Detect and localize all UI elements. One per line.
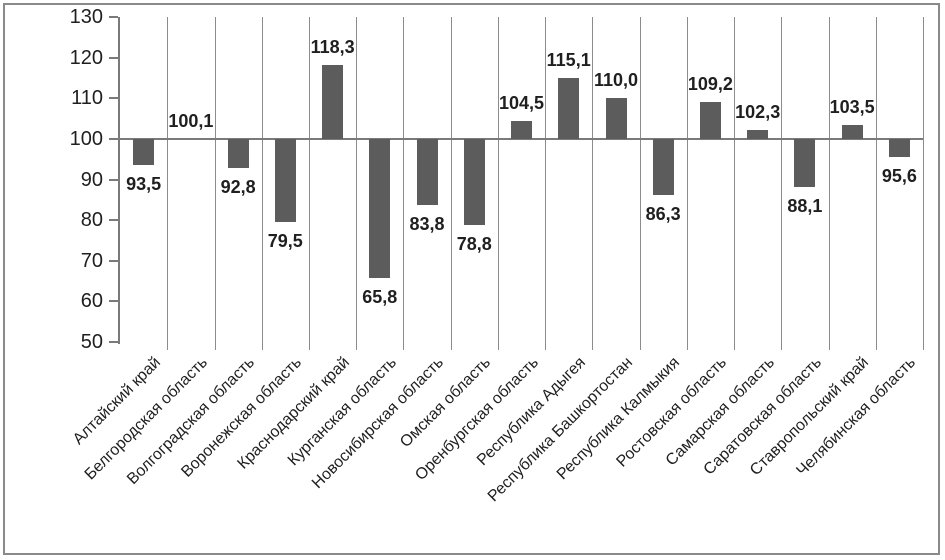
y-tick xyxy=(109,56,118,59)
gridline xyxy=(639,17,641,350)
value-label: 102,3 xyxy=(735,101,781,122)
y-tick-label: 100 xyxy=(69,127,103,150)
value-label: 83,8 xyxy=(409,213,445,234)
bar xyxy=(274,138,296,223)
value-label: 88,1 xyxy=(787,196,823,217)
value-label: 93,5 xyxy=(126,174,162,195)
value-label: 118,3 xyxy=(310,36,355,57)
value-label: 104,5 xyxy=(498,92,545,113)
value-label: 110,0 xyxy=(593,70,639,91)
value-label: 100,1 xyxy=(168,110,214,131)
bar xyxy=(369,138,391,278)
bar xyxy=(416,138,438,205)
gridline xyxy=(261,17,263,350)
y-tick xyxy=(109,178,118,181)
gridline xyxy=(781,17,783,350)
gridline xyxy=(923,17,924,350)
y-tick-label: 130 xyxy=(69,6,103,28)
bar xyxy=(888,138,910,157)
y-tick xyxy=(109,341,118,343)
gridline xyxy=(686,17,688,350)
bar xyxy=(558,77,580,139)
gridline xyxy=(356,17,358,350)
gridline xyxy=(308,17,310,350)
bar xyxy=(652,138,674,195)
baseline-100 xyxy=(120,137,923,140)
bar xyxy=(133,138,155,166)
value-label: 79,5 xyxy=(267,231,303,252)
y-tick-label: 60 xyxy=(80,290,103,313)
y-tick xyxy=(109,137,118,140)
value-label: 95,6 xyxy=(881,165,917,186)
y-tick-label: 50 xyxy=(80,331,103,353)
y-tick-label: 70 xyxy=(80,249,103,272)
bar xyxy=(699,101,721,139)
value-label: 65,8 xyxy=(362,286,398,307)
gridline xyxy=(592,17,594,350)
gridline xyxy=(875,17,877,350)
chart-frame: 130 120 110 100 90 80 70 60 50 93,5 100,1 92,8 79,5… xyxy=(3,3,940,555)
y-tick xyxy=(109,259,118,262)
y-tick xyxy=(109,16,118,18)
gridline xyxy=(450,17,452,350)
gridline xyxy=(214,17,216,350)
value-label: 86,3 xyxy=(645,203,681,224)
y-tick xyxy=(109,97,118,100)
value-label: 92,8 xyxy=(220,177,256,198)
value-label: 115,1 xyxy=(546,49,591,70)
value-label: 103,5 xyxy=(829,96,875,117)
y-tick-label: 80 xyxy=(80,209,103,232)
bar xyxy=(322,64,344,139)
gridline xyxy=(403,17,405,350)
y-tick-label: 90 xyxy=(80,168,103,191)
gridline xyxy=(545,17,547,350)
bar xyxy=(747,129,769,139)
bar-chart: 130 120 110 100 90 80 70 60 50 93,5 100,1 92,8 79,5… xyxy=(5,5,938,553)
bar xyxy=(463,138,485,225)
y-tick xyxy=(109,219,118,222)
bar xyxy=(227,138,249,169)
y-axis-line xyxy=(118,17,120,344)
bar xyxy=(841,124,863,139)
gridline xyxy=(734,17,736,350)
bar xyxy=(511,120,532,139)
bar xyxy=(794,138,816,188)
y-tick-label: 110 xyxy=(71,87,103,110)
value-label: 78,8 xyxy=(456,234,492,254)
value-label: 109,2 xyxy=(687,73,733,94)
y-tick-label: 120 xyxy=(69,46,103,69)
gridline xyxy=(167,17,169,350)
gridline xyxy=(497,17,499,350)
gridline xyxy=(828,17,830,350)
y-tick xyxy=(109,300,118,303)
bar xyxy=(605,98,627,139)
